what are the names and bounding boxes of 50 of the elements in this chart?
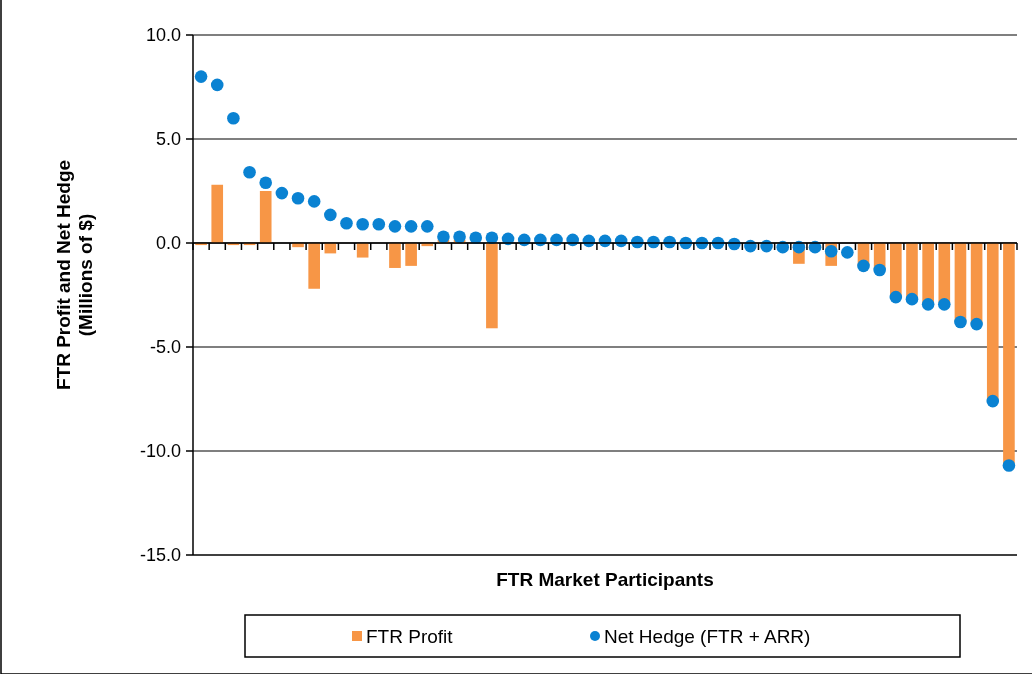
- point: [970, 317, 983, 331]
- point: [986, 394, 1000, 408]
- point: [372, 217, 386, 231]
- point: [420, 220, 434, 233]
- point: [404, 220, 418, 233]
- bar: [211, 184, 224, 243]
- point: [937, 298, 951, 311]
- y-tick-label: -5.0: [149, 337, 181, 358]
- point: [307, 195, 321, 208]
- point: [388, 220, 402, 233]
- y-axis-title: FTR Profit and Net Hedge (Millions of $): [53, 159, 96, 391]
- bar: [922, 243, 934, 304]
- point: [324, 208, 337, 222]
- bar: [308, 243, 320, 289]
- point: [437, 230, 450, 244]
- y-tick-label: -15.0: [139, 545, 181, 566]
- point: [889, 290, 903, 304]
- point: [210, 78, 224, 92]
- point: [857, 259, 870, 273]
- point: [291, 191, 305, 205]
- legend-label: Net Hedge (FTR + ARR): [604, 626, 811, 647]
- point: [1002, 459, 1016, 472]
- point: [905, 292, 919, 306]
- point: [841, 246, 854, 259]
- point: [227, 111, 240, 125]
- point: [824, 245, 838, 258]
- y-tick-label: 5.0: [155, 129, 181, 150]
- point: [259, 176, 273, 189]
- bar: [486, 243, 498, 329]
- point: [275, 186, 289, 200]
- point: [921, 298, 935, 311]
- point: [954, 315, 967, 329]
- bar: [986, 243, 999, 402]
- legend-label: FTR Profit: [366, 626, 454, 647]
- y-tick-label: 10.0: [145, 25, 181, 46]
- point: [453, 230, 466, 244]
- y-tick-label: -10.0: [139, 441, 181, 462]
- bar: [259, 191, 272, 243]
- bar: [356, 243, 369, 258]
- bar: [389, 243, 401, 268]
- bar: [1003, 243, 1015, 464]
- point: [194, 70, 208, 83]
- x-axis-title: FTR Market Participants: [496, 569, 714, 590]
- point: [873, 263, 886, 277]
- y-tick-label: 0.0: [155, 233, 181, 254]
- bar: [405, 243, 417, 266]
- point: [356, 217, 369, 231]
- point: [243, 165, 256, 179]
- bar: [938, 243, 951, 304]
- point: [340, 216, 353, 230]
